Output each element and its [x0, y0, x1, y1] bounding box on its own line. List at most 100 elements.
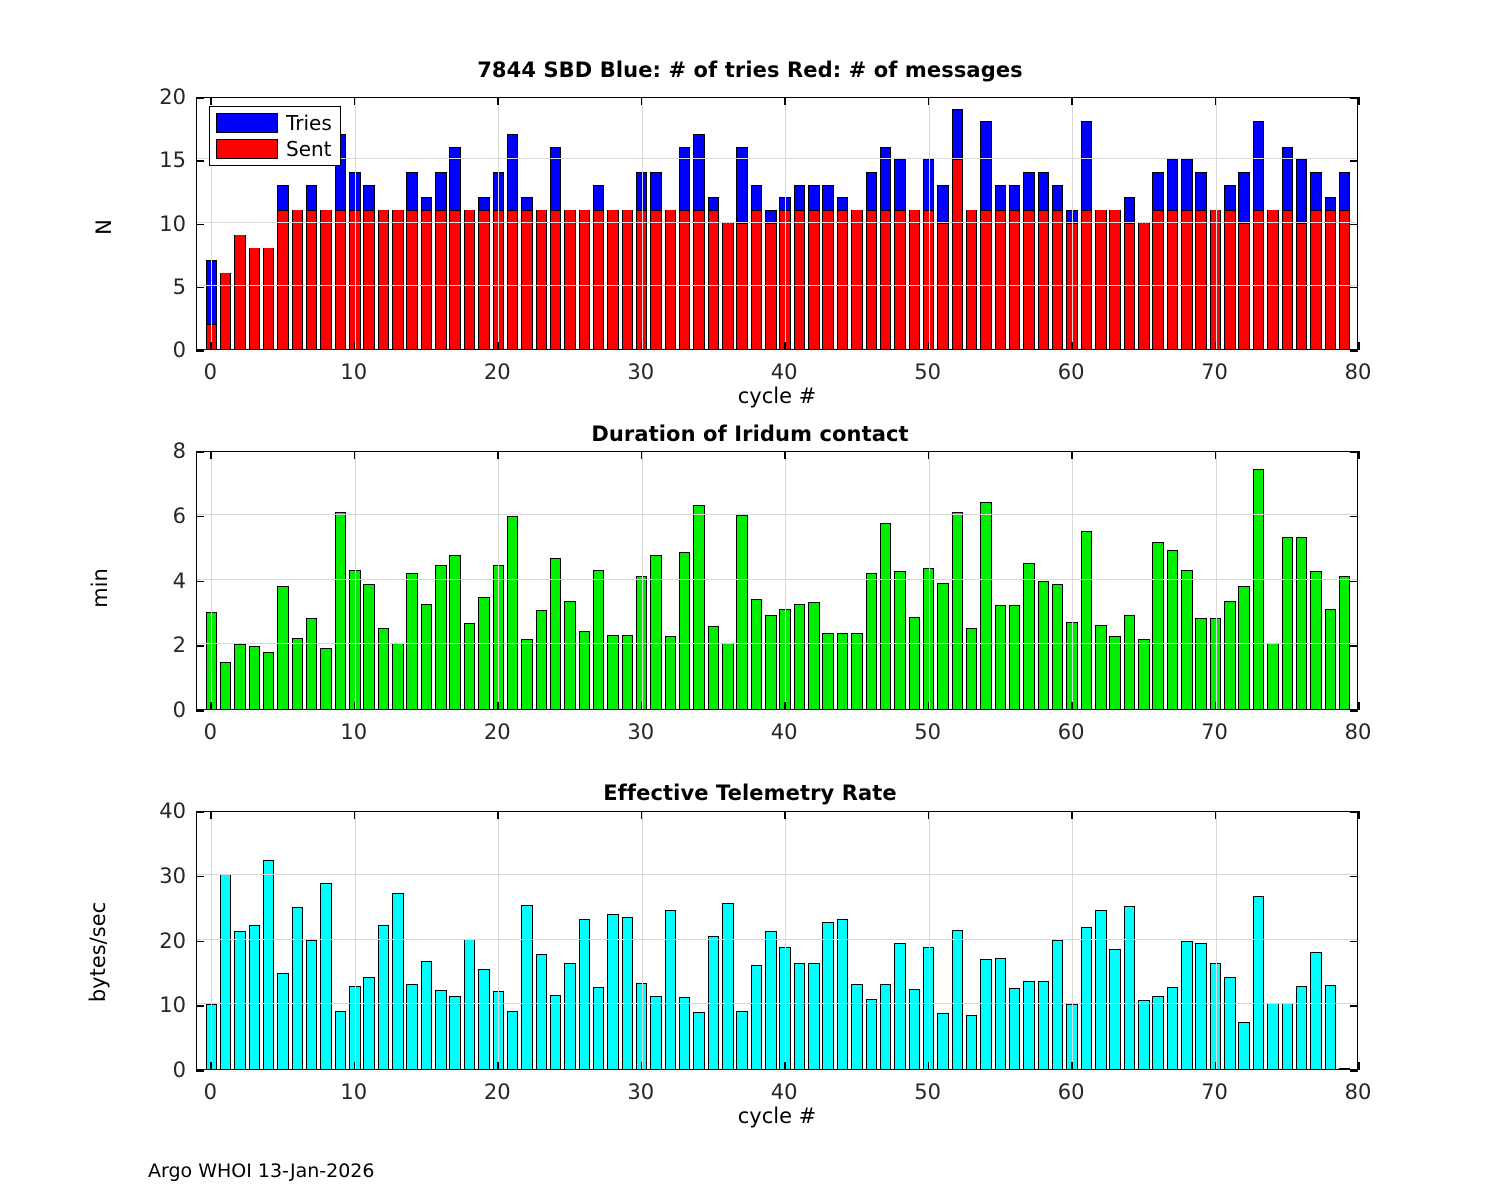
- bar-segment-sent: [737, 222, 747, 349]
- gridline-vertical: [641, 98, 643, 349]
- bar-duration-cycle-25: [564, 600, 576, 709]
- bar-sbd-cycle-16: [435, 171, 447, 349]
- ytick-mark-right: [1350, 940, 1358, 943]
- ytick-mark: [196, 286, 204, 289]
- xtick-mark: [1214, 1062, 1217, 1070]
- bar-duration-cycle-45: [851, 632, 863, 709]
- bar-sbd-cycle-36: [722, 222, 734, 349]
- bar-segment-sent: [852, 209, 862, 349]
- bar-segment-sent: [1153, 209, 1163, 349]
- xtick-label: 80: [1344, 360, 1372, 384]
- gridline-horizontal: [197, 938, 1357, 940]
- bar-rate-cycle-59: [1052, 940, 1064, 1069]
- xtick-label: 10: [340, 720, 368, 744]
- bar-segment-sent: [1225, 209, 1235, 349]
- gridline-horizontal: [197, 643, 1357, 645]
- bar-rate-cycle-79: [1338, 1068, 1351, 1069]
- bar-duration-cycle-21: [506, 516, 519, 709]
- bar-rate-cycle-42: [808, 962, 820, 1069]
- xtick-mark-top: [927, 97, 930, 105]
- xtick-label: 10: [340, 360, 368, 384]
- gridline-vertical: [498, 452, 500, 709]
- bar-rate-cycle-69: [1195, 943, 1207, 1069]
- bar-sbd-cycle-57: [1023, 171, 1035, 349]
- bar-segment-sent: [608, 209, 618, 349]
- bar-segment-sent: [206, 323, 217, 349]
- bar-segment-sent: [378, 209, 389, 349]
- bar-rate-cycle-8: [320, 882, 332, 1069]
- bar-rate-cycle-40: [779, 946, 791, 1069]
- bar-segment-sent: [823, 209, 833, 349]
- bar-duration-cycle-78: [1324, 608, 1337, 709]
- bar-rate-cycle-34: [693, 1012, 705, 1069]
- xtick-mark: [353, 702, 356, 710]
- bar-rate-cycle-31: [650, 996, 662, 1069]
- xtick-mark: [210, 1062, 212, 1070]
- bar-rate-cycle-45: [851, 984, 863, 1069]
- bar-duration-cycle-62: [1095, 624, 1107, 709]
- xtick-mark: [1358, 1062, 1360, 1070]
- bar-duration-cycle-68: [1181, 569, 1193, 709]
- ytick-mark-right: [1350, 160, 1358, 162]
- xtick-mark: [1358, 342, 1360, 350]
- bar-duration-cycle-48: [894, 571, 906, 709]
- bar-sbd-cycle-13: [392, 209, 404, 349]
- xtick-mark-top: [784, 811, 786, 819]
- bar-rate-cycle-22: [521, 905, 533, 1069]
- ytick-mark: [196, 515, 204, 518]
- xtick-mark: [1071, 1062, 1073, 1070]
- xtick-label: 50: [914, 360, 941, 384]
- bar-segment-sent: [464, 209, 475, 349]
- bar-rate-cycle-3: [248, 925, 261, 1069]
- bar-segment-sent: [1325, 209, 1336, 349]
- xtick-mark-top: [210, 97, 212, 105]
- bar-rate-cycle-37: [736, 1010, 748, 1069]
- bar-duration-cycle-16: [435, 564, 447, 709]
- bar-segment-sent: [1339, 209, 1350, 349]
- bar-sbd-cycle-58: [1037, 171, 1050, 349]
- bar-duration-cycle-7: [306, 618, 318, 709]
- bar-segment-sent: [880, 209, 891, 349]
- xtick-label: 20: [483, 360, 511, 384]
- bar-duration-cycle-64: [1123, 615, 1136, 709]
- bar-rate-cycle-48: [894, 942, 906, 1069]
- bar-rate-cycle-61: [1080, 927, 1093, 1069]
- ytick-label: 8: [172, 439, 186, 463]
- bar-rate-cycle-15: [420, 960, 433, 1069]
- ytick-label: 20: [159, 85, 186, 109]
- bar-rate-cycle-13: [392, 892, 404, 1069]
- bar-segment-sent: [393, 209, 403, 349]
- bar-rate-cycle-74: [1267, 1002, 1279, 1069]
- gridline-vertical: [498, 812, 500, 1069]
- ytick-mark: [196, 1005, 204, 1007]
- bar-sbd-cycle-28: [607, 209, 619, 349]
- bar-sbd-cycle-38: [750, 184, 763, 349]
- ytick-label: 10: [159, 211, 186, 236]
- sbd-xaxis-title: cycle #: [737, 384, 817, 408]
- rate-bar-group: [197, 812, 1357, 1069]
- ytick-mark-right: [1350, 515, 1358, 518]
- bar-rate-cycle-36: [722, 903, 734, 1069]
- bar-duration-cycle-14: [406, 573, 418, 709]
- bar-duration-cycle-35: [707, 626, 720, 709]
- xtick-label: 10: [340, 1080, 368, 1104]
- xtick-mark-top: [784, 451, 786, 459]
- bar-rate-cycle-26: [578, 918, 591, 1069]
- bar-segment-sent: [1282, 209, 1292, 349]
- gridline-horizontal: [197, 221, 1357, 223]
- bar-segment-sent: [565, 209, 575, 349]
- bar-sbd-cycle-73: [1252, 121, 1265, 349]
- bar-duration-cycle-19: [478, 597, 490, 709]
- bar-duration-cycle-28: [607, 634, 619, 709]
- bar-sbd-cycle-24: [549, 146, 562, 349]
- bar-duration-cycle-0: [205, 611, 218, 709]
- xtick-mark-top: [640, 811, 643, 819]
- xtick-mark-top: [640, 451, 643, 459]
- xtick-label: 70: [1201, 720, 1228, 744]
- xtick-mark-top: [1358, 811, 1360, 819]
- bar-rate-cycle-38: [750, 964, 763, 1069]
- bar-segment-sent: [335, 209, 346, 349]
- xtick-mark-top: [497, 451, 499, 459]
